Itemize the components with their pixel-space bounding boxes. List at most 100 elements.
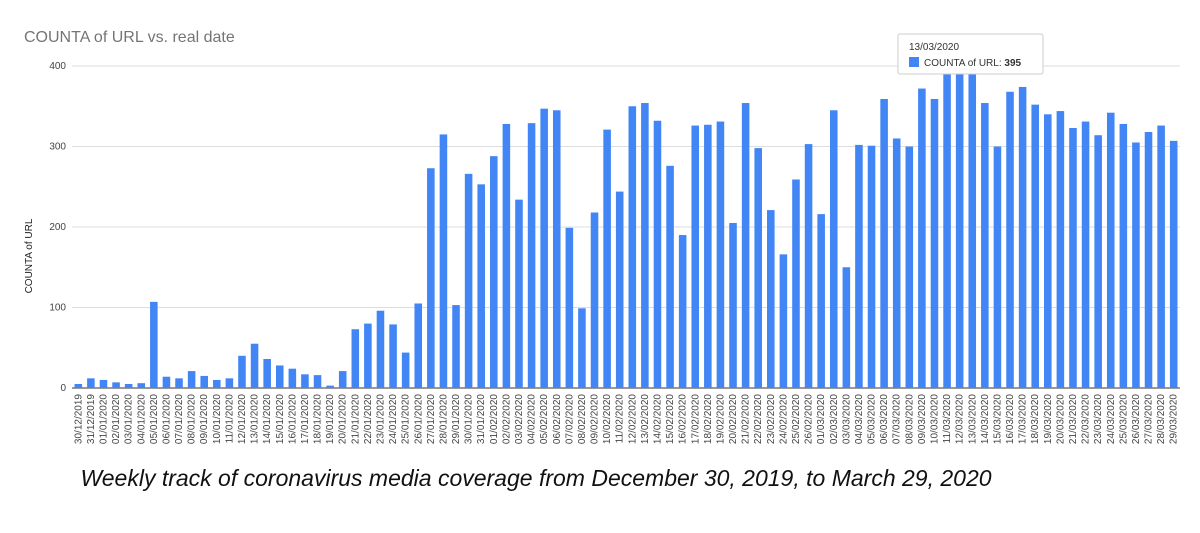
- bar[interactable]: [351, 329, 360, 388]
- bar[interactable]: [313, 375, 322, 388]
- bar[interactable]: [842, 267, 851, 388]
- bar[interactable]: [804, 144, 813, 388]
- bar[interactable]: [187, 371, 196, 388]
- bar[interactable]: [326, 385, 334, 388]
- bar[interactable]: [427, 168, 435, 388]
- bar[interactable]: [1106, 112, 1115, 388]
- bar[interactable]: [288, 368, 297, 388]
- bar[interactable]: [1069, 127, 1077, 389]
- bar[interactable]: [200, 375, 208, 388]
- bar[interactable]: [213, 379, 221, 388]
- bar[interactable]: [653, 120, 662, 389]
- bar[interactable]: [250, 343, 259, 388]
- bar[interactable]: [779, 254, 788, 388]
- bar[interactable]: [905, 146, 914, 389]
- x-tick-label: 16/03/2020: [1005, 394, 1016, 444]
- bar[interactable]: [590, 212, 599, 388]
- bar[interactable]: [855, 144, 863, 388]
- bar[interactable]: [918, 88, 926, 388]
- x-tick-label: 11/02/2020: [615, 394, 626, 444]
- bar[interactable]: [1018, 86, 1027, 389]
- x-tick-label: 09/01/2020: [199, 394, 210, 444]
- bar[interactable]: [867, 145, 876, 388]
- bar[interactable]: [829, 110, 838, 389]
- bar[interactable]: [641, 103, 649, 388]
- bar[interactable]: [741, 103, 750, 388]
- bar[interactable]: [87, 378, 95, 388]
- bar[interactable]: [1119, 123, 1128, 389]
- tooltip-category: 13/03/2020: [909, 42, 959, 53]
- bar[interactable]: [691, 125, 700, 388]
- bar[interactable]: [603, 129, 611, 388]
- bar[interactable]: [792, 179, 800, 388]
- bar[interactable]: [615, 191, 624, 388]
- bar[interactable]: [238, 355, 246, 388]
- x-tick-label: 25/03/2020: [1118, 394, 1129, 444]
- bar[interactable]: [880, 99, 888, 388]
- bar[interactable]: [275, 365, 284, 388]
- bar[interactable]: [666, 165, 674, 388]
- bar[interactable]: [540, 108, 548, 388]
- x-tick-label: 03/02/2020: [514, 394, 525, 444]
- x-tick-label: 21/01/2020: [350, 394, 361, 444]
- bar[interactable]: [124, 383, 133, 388]
- bar[interactable]: [817, 214, 825, 388]
- bar[interactable]: [225, 378, 234, 388]
- bar[interactable]: [477, 184, 485, 388]
- bar[interactable]: [162, 376, 171, 388]
- bar[interactable]: [628, 106, 637, 388]
- bar[interactable]: [1031, 104, 1039, 388]
- bar[interactable]: [1094, 135, 1102, 388]
- bar[interactable]: [137, 383, 146, 388]
- bar[interactable]: [955, 66, 964, 388]
- bar[interactable]: [175, 378, 183, 388]
- bar[interactable]: [301, 374, 309, 388]
- bar[interactable]: [452, 305, 460, 388]
- bar[interactable]: [150, 301, 158, 388]
- bar[interactable]: [729, 222, 737, 388]
- bar[interactable]: [1006, 91, 1014, 388]
- x-tick-label: 16/01/2020: [287, 394, 298, 444]
- bar[interactable]: [1056, 111, 1065, 388]
- bar[interactable]: [1157, 125, 1165, 388]
- bar[interactable]: [112, 382, 120, 388]
- bar[interactable]: [401, 352, 410, 388]
- bar[interactable]: [439, 134, 448, 388]
- bar[interactable]: [1144, 132, 1153, 388]
- x-tick-label: 06/03/2020: [879, 394, 890, 444]
- tooltip-series-label: COUNTA of URL: [924, 58, 999, 69]
- bar[interactable]: [464, 173, 473, 388]
- bar[interactable]: [754, 148, 762, 388]
- bar[interactable]: [527, 123, 536, 388]
- bar[interactable]: [490, 156, 498, 388]
- bar[interactable]: [678, 235, 687, 388]
- bar[interactable]: [414, 303, 423, 388]
- bar[interactable]: [993, 146, 1002, 389]
- bar[interactable]: [364, 323, 372, 388]
- bar[interactable]: [389, 324, 397, 388]
- bar[interactable]: [981, 103, 989, 388]
- bar[interactable]: [552, 110, 561, 389]
- bar[interactable]: [1169, 140, 1178, 388]
- bar[interactable]: [930, 99, 939, 388]
- x-tick-label: 28/01/2020: [438, 394, 449, 444]
- bar[interactable]: [716, 121, 725, 389]
- bar[interactable]: [99, 379, 108, 388]
- bar[interactable]: [1044, 114, 1052, 389]
- bar[interactable]: [578, 308, 586, 388]
- bar[interactable]: [704, 124, 712, 388]
- bar[interactable]: [74, 383, 83, 388]
- bar[interactable]: [565, 227, 574, 388]
- bar[interactable]: [338, 371, 347, 388]
- bar[interactable]: [376, 310, 385, 388]
- bar[interactable]: [515, 199, 523, 388]
- bar[interactable]: [1081, 121, 1090, 389]
- bar[interactable]: [767, 210, 775, 388]
- bar[interactable]: [1132, 142, 1140, 388]
- bar[interactable]: [943, 66, 951, 388]
- bar[interactable]: [892, 138, 901, 388]
- bar[interactable]: [263, 359, 271, 388]
- bar[interactable]: [502, 123, 511, 389]
- x-tick-label: 30/01/2020: [464, 394, 475, 444]
- bar[interactable]: [968, 70, 977, 389]
